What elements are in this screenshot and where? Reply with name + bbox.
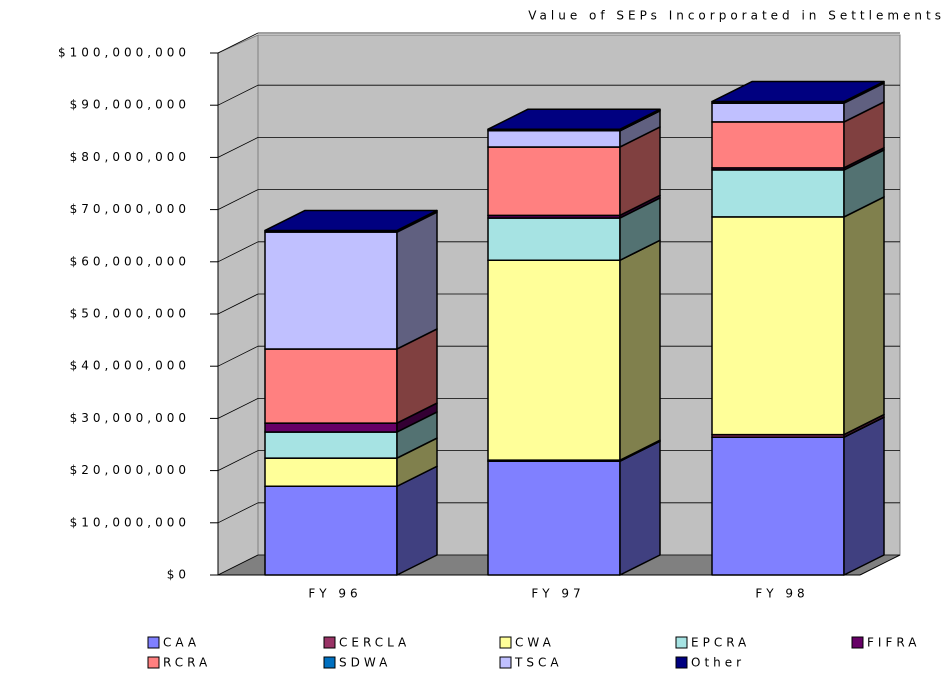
- y-tick-label: $100,000,000: [58, 46, 190, 60]
- legend-label: SDWA: [339, 656, 391, 670]
- bar-segment: [487, 259, 621, 461]
- legend-label: Other: [691, 656, 745, 670]
- y-tick-label: $70,000,000: [70, 202, 190, 216]
- grid-line: [217, 84, 259, 106]
- bar-segment-side: [843, 196, 885, 436]
- grid-line: [217, 241, 259, 263]
- bar-segment: [264, 431, 398, 459]
- chart-title: Value of SEPs Incorporated in Settlement…: [528, 9, 945, 23]
- x-tick-label: FY 98: [755, 587, 808, 601]
- y-tick-label: $30,000,000: [70, 411, 190, 425]
- bar-segment-side: [843, 416, 885, 576]
- legend-label: TSCA: [514, 656, 563, 670]
- legend-swatch: [675, 636, 688, 649]
- grid-line: [217, 345, 259, 367]
- bar-segment: [487, 217, 621, 261]
- legend-label: CAA: [163, 636, 200, 650]
- legend-label: RCRA: [163, 656, 211, 670]
- x-axis-depth: [859, 554, 901, 576]
- bar-segment-side: [619, 440, 661, 576]
- legend-label: EPCRA: [691, 636, 750, 650]
- grid-line: [217, 32, 259, 54]
- grid-line: [217, 502, 259, 524]
- y-tick-label: $60,000,000: [70, 254, 190, 268]
- legend-swatch: [323, 636, 336, 649]
- y-tick-label: $50,000,000: [70, 307, 190, 321]
- grid-line: [217, 554, 259, 576]
- bar-segment: [711, 216, 845, 436]
- bar-segment-top: [711, 80, 885, 103]
- x-tick-label: FY 97: [531, 587, 584, 601]
- bar-segment: [264, 348, 398, 424]
- grid-line: [217, 137, 259, 158]
- grid-line: [217, 398, 259, 419]
- legend-swatch: [499, 656, 512, 669]
- y-tick-label: $40,000,000: [70, 359, 190, 373]
- bar-segment: [264, 485, 398, 576]
- legend-swatch: [147, 636, 160, 649]
- legend-swatch: [851, 636, 864, 649]
- legend-swatch: [323, 656, 336, 669]
- legend-label: FIFRA: [867, 636, 920, 650]
- bar-segment: [264, 457, 398, 488]
- bar-segment: [711, 102, 845, 123]
- bar-segment: [487, 460, 621, 576]
- grid-line: [217, 293, 259, 315]
- legend-swatch: [675, 656, 688, 669]
- bar-segment: [711, 121, 845, 169]
- y-tick-label: $10,000,000: [70, 515, 190, 529]
- y-tick-label: $20,000,000: [70, 463, 190, 477]
- y-tick-label: $80,000,000: [70, 150, 190, 164]
- bar-segment-top: [487, 108, 661, 130]
- bar-segment-side: [396, 211, 438, 350]
- bar-segment: [487, 146, 621, 217]
- side-wall: [217, 34, 259, 576]
- legend-swatch: [499, 636, 512, 649]
- grid-line: [217, 450, 259, 471]
- bar-segment-top: [264, 209, 438, 232]
- y-tick-label: $90,000,000: [70, 98, 190, 112]
- legend-label: CWA: [515, 636, 555, 650]
- y-tick-label: $0: [167, 568, 190, 582]
- legend-label: CERCLA: [339, 636, 410, 650]
- bar-segment: [711, 436, 845, 576]
- x-tick-label: FY 96: [308, 587, 361, 601]
- bar-segment-side: [619, 239, 661, 461]
- grid-line: [217, 189, 259, 210]
- bar-segment: [264, 231, 398, 350]
- bar-segment: [487, 130, 621, 148]
- bar-segment: [711, 169, 845, 218]
- legend-swatch: [147, 656, 160, 669]
- bar-segment: [264, 422, 398, 433]
